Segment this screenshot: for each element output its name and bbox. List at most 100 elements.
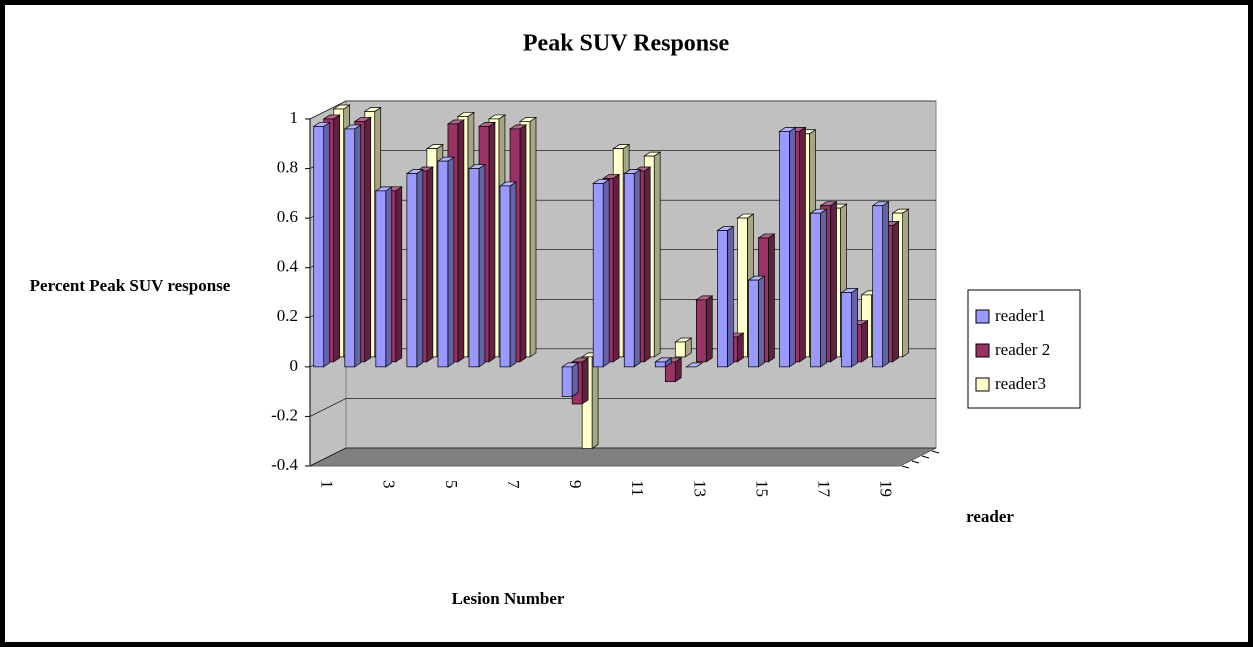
bar-front: [841, 292, 852, 368]
y-tick-label: 0.6: [277, 207, 298, 226]
legend-swatch: [975, 377, 990, 392]
x-tick-label: 15: [752, 480, 771, 497]
y-tick-label: 0: [290, 356, 299, 375]
y-tick-label: 0.4: [277, 257, 299, 276]
bar-side: [902, 208, 909, 358]
bar: [405, 168, 424, 368]
bar: [498, 181, 518, 368]
bar: [716, 225, 735, 368]
bar-side: [602, 178, 610, 368]
bar-side: [799, 126, 806, 363]
bar-front: [468, 168, 480, 368]
bar: [623, 168, 642, 368]
bar-side: [416, 168, 424, 368]
bar: [374, 186, 393, 368]
bar-side: [612, 173, 620, 363]
x-tick-label: 7: [504, 480, 523, 489]
bar-side: [571, 362, 579, 398]
bar-side: [851, 287, 858, 368]
bar-front: [375, 190, 387, 368]
y-tick-label: 0.8: [277, 157, 298, 176]
bar-side: [333, 114, 341, 363]
bar: [560, 362, 580, 398]
bar-side: [457, 119, 465, 363]
bar: [695, 295, 714, 363]
bar-front: [872, 205, 883, 368]
grid-line: [309, 447, 936, 467]
bar-side: [861, 320, 868, 363]
bar-front: [313, 126, 325, 368]
chart-title: Peak SUV Response: [523, 31, 730, 57]
series-tick: [911, 460, 920, 464]
bar-front: [499, 185, 511, 368]
bar-front: [406, 173, 418, 368]
bar-side: [726, 225, 734, 368]
bar-side: [736, 332, 744, 363]
x-tick-label: 17: [814, 480, 833, 498]
bar-side: [323, 121, 331, 368]
bar-side: [529, 116, 537, 358]
bar-front: [592, 183, 604, 368]
bar: [436, 156, 456, 368]
chart: Peak SUV Response Lesion Number reader -…: [271, 31, 1081, 608]
bar-side: [395, 186, 403, 363]
bar-top: [685, 362, 704, 368]
bar-side: [591, 352, 599, 450]
bar-side: [478, 163, 486, 368]
bar-side: [820, 208, 827, 368]
bar: [592, 178, 611, 368]
bar-side: [354, 124, 362, 368]
bar-side: [643, 166, 651, 363]
bar: [312, 121, 331, 368]
bar-front: [779, 131, 790, 368]
bar-side: [830, 201, 837, 363]
bar-side: [789, 126, 796, 368]
bar-front: [344, 128, 356, 368]
legend-label: reader 2: [995, 340, 1050, 359]
bar-front: [674, 341, 686, 358]
bar-front: [437, 160, 449, 368]
bar: [343, 124, 362, 368]
bar: [467, 163, 487, 368]
grid-line: [309, 398, 936, 417]
legend-label: reader3: [995, 374, 1046, 393]
series-tick: [931, 450, 940, 454]
bar: [840, 287, 859, 368]
series-tick: [921, 455, 930, 459]
bar: [778, 126, 797, 368]
legend-label: reader1: [995, 306, 1046, 325]
x-tick-label: 5: [442, 480, 461, 489]
y-tick-label: -0.4: [271, 455, 298, 474]
bar-side: [364, 116, 372, 363]
series-tick: [901, 465, 910, 469]
legend-swatch: [975, 343, 990, 358]
bar-side: [426, 166, 434, 363]
bar-side: [385, 186, 393, 368]
bar-side: [488, 121, 496, 363]
bar-side: [758, 275, 765, 368]
bar-side: [633, 168, 641, 368]
bar: [654, 357, 673, 368]
x-tick-label: 13: [690, 480, 709, 497]
bar-side: [653, 151, 661, 358]
bar: [685, 362, 704, 368]
bar-front: [717, 230, 728, 368]
bar-front: [748, 279, 759, 368]
y-tick-label: 0.2: [277, 306, 298, 325]
bar-side: [892, 220, 899, 363]
bar-side: [705, 295, 713, 363]
bar-side: [882, 201, 889, 368]
bar-side: [519, 124, 527, 363]
bar: [674, 337, 693, 358]
x-tick-label: 9: [566, 480, 585, 489]
x-tick-label: 1: [318, 480, 337, 489]
bar: [747, 275, 766, 368]
floor: [309, 447, 937, 467]
x-tick-label: 19: [877, 480, 896, 497]
legend-swatch: [975, 309, 990, 324]
x-axis-title: Lesion Number: [452, 589, 565, 608]
bar-front: [623, 173, 635, 368]
bar: [809, 208, 828, 368]
bar-front: [561, 366, 573, 397]
